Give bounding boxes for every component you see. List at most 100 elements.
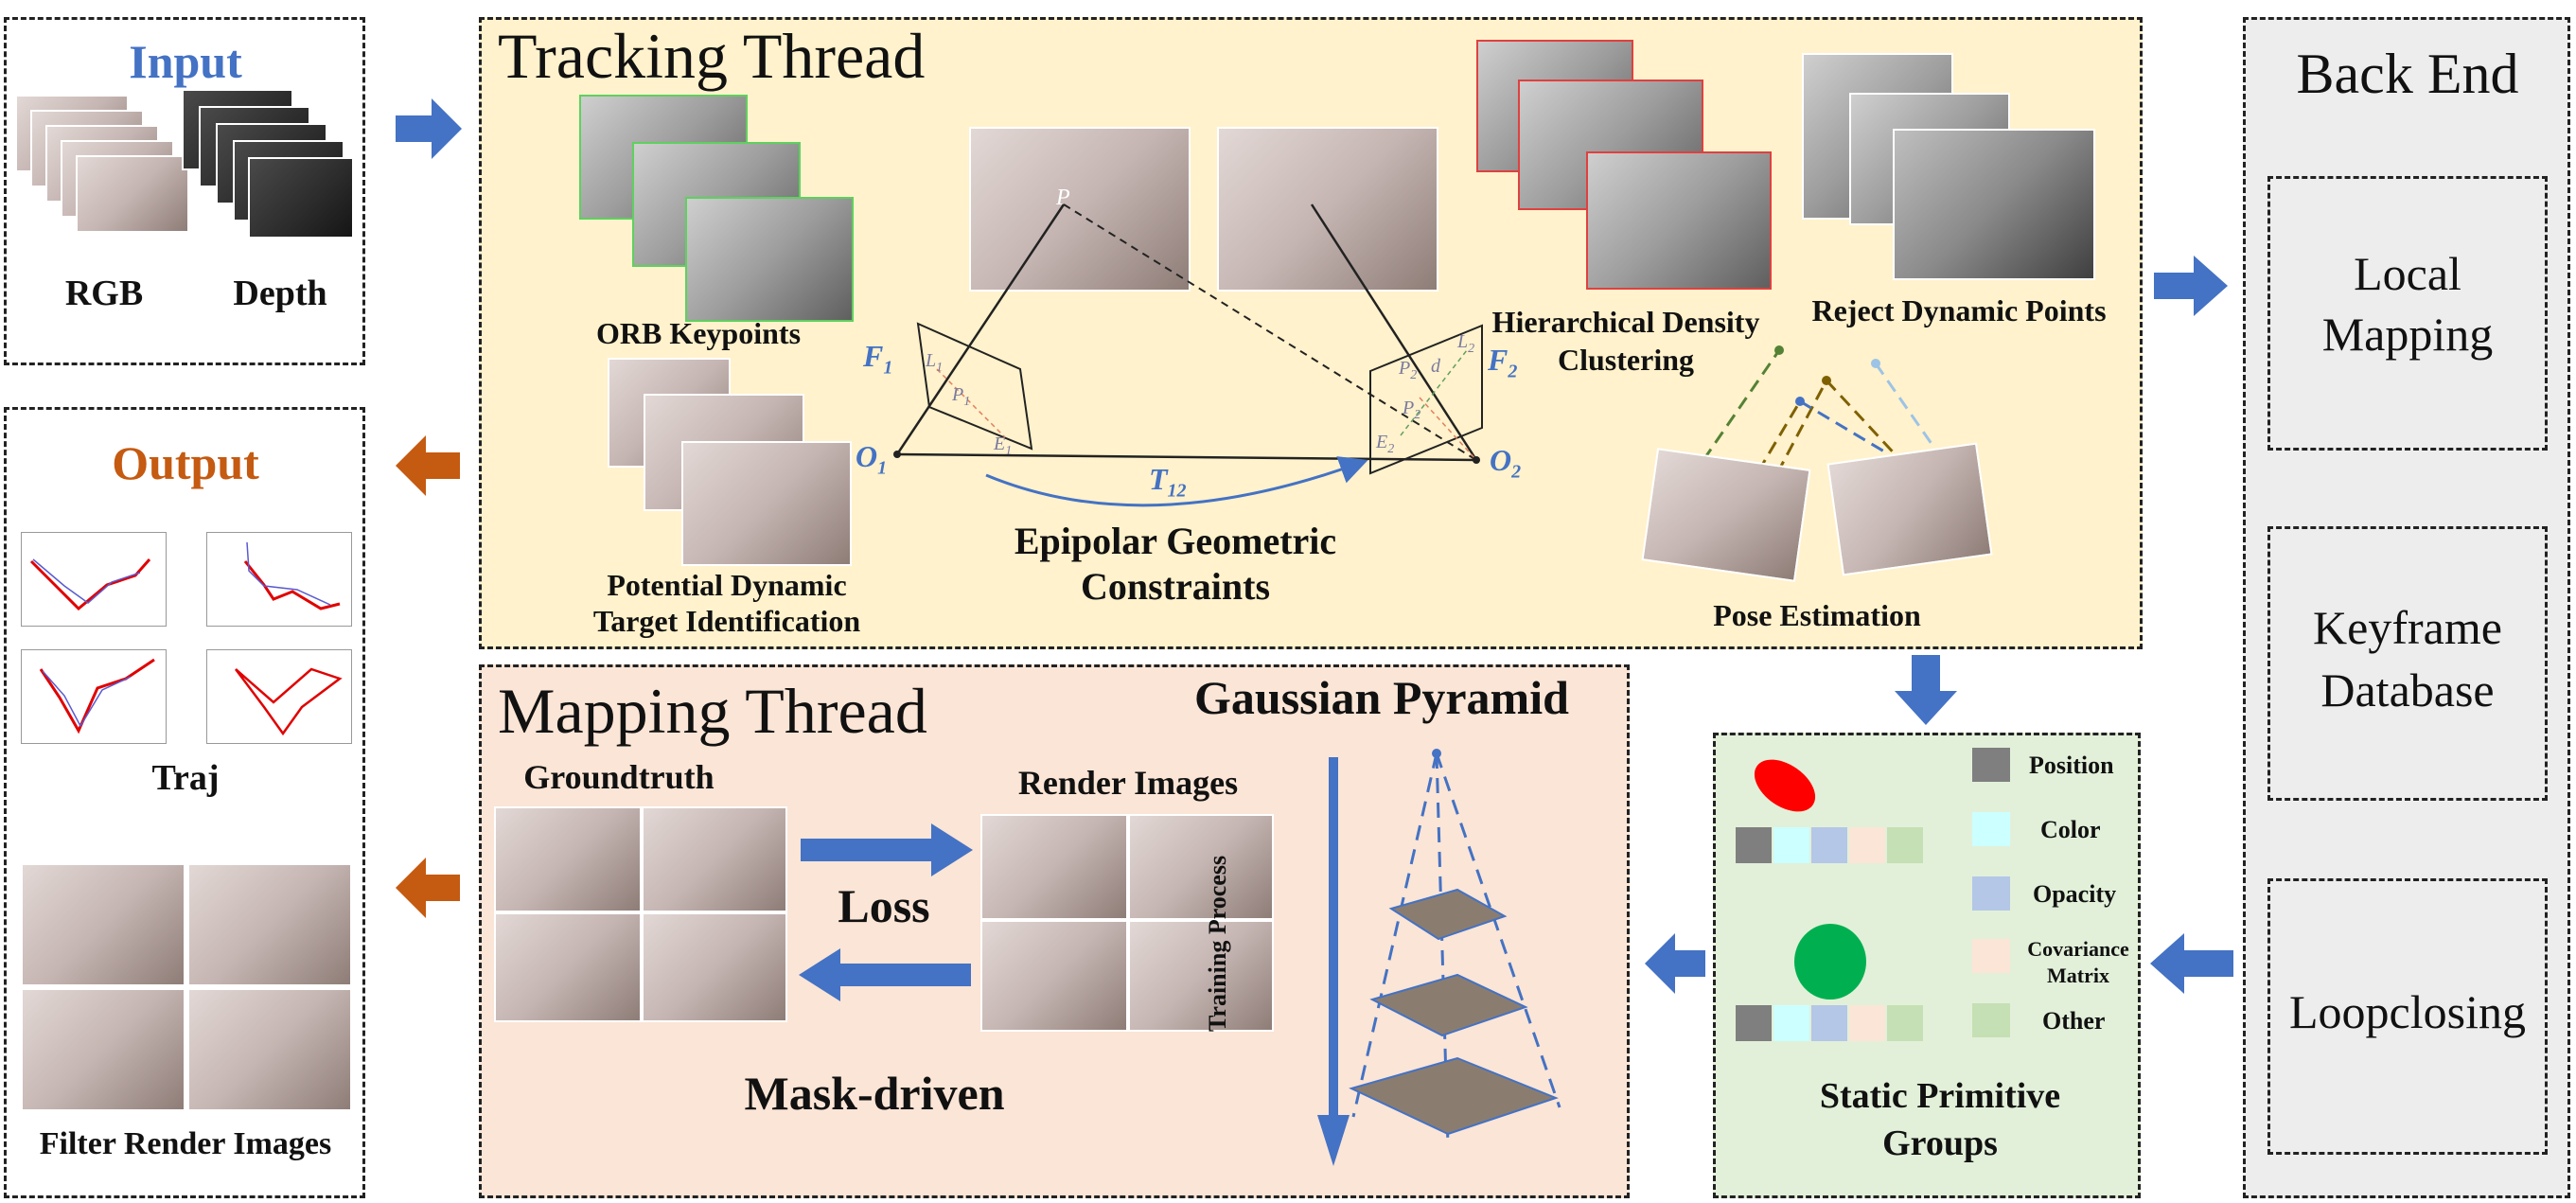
arrow-tracking-to-static bbox=[1895, 655, 1957, 725]
traj-label: Traj bbox=[151, 758, 220, 798]
arrow-input-to-tracking bbox=[396, 98, 462, 159]
groundtruth-image bbox=[642, 806, 787, 912]
attr-color-cell bbox=[1773, 827, 1809, 863]
label-p1: P1 bbox=[952, 384, 971, 409]
mapping-thread-title: Mapping Thread bbox=[498, 675, 927, 747]
trajectory-plot bbox=[21, 649, 167, 744]
depth-label: Depth bbox=[233, 274, 327, 313]
rgb-frame bbox=[76, 155, 189, 233]
label-F2: F2 bbox=[1488, 343, 1518, 382]
filtered-render-image bbox=[21, 863, 185, 986]
label-O2: O2 bbox=[1490, 443, 1522, 483]
input-panel bbox=[4, 17, 365, 365]
attr-other-cell bbox=[1887, 827, 1923, 863]
backend-panel bbox=[2243, 17, 2570, 1198]
render-image bbox=[1128, 814, 1274, 920]
static-groups-title-line1: Static Primitive bbox=[1819, 1076, 2061, 1116]
keyframe-database-box bbox=[2267, 526, 2548, 801]
local-mapping-label-line1: Local bbox=[2354, 247, 2461, 300]
filtered-render-image bbox=[187, 988, 352, 1111]
groundtruth-image bbox=[642, 912, 787, 1022]
label-F1: F1 bbox=[863, 339, 893, 379]
render-images-label: Render Images bbox=[1017, 764, 1239, 802]
label-L2: L2 bbox=[1457, 331, 1475, 356]
filtered-render-image bbox=[187, 863, 352, 986]
loss-label: Loss bbox=[838, 879, 930, 932]
legend-covariance-label: Covariance bbox=[2027, 937, 2129, 961]
orb-keypoint-frame bbox=[685, 197, 854, 322]
render-image bbox=[980, 920, 1128, 1032]
hdc-label-line1: Hierarchical Density bbox=[1491, 305, 1760, 339]
reject-dynamic-label: Reject Dynamic Points bbox=[1811, 293, 2107, 327]
label-L1: L1 bbox=[926, 350, 944, 375]
legend-matrix-label: Matrix bbox=[2047, 964, 2109, 987]
epipolar-frame-left bbox=[969, 127, 1191, 292]
trajectory-plot bbox=[206, 649, 352, 744]
groundtruth-image bbox=[494, 806, 642, 912]
pose-estimation-label: Pose Estimation bbox=[1713, 598, 1921, 632]
primitive-attribute-row-green bbox=[1736, 1005, 1923, 1041]
legend-position-label: Position bbox=[2029, 752, 2114, 779]
filter-render-label: Filter Render Images bbox=[39, 1126, 332, 1161]
output-panel bbox=[4, 407, 365, 1198]
local-mapping-label-line2: Mapping bbox=[2321, 308, 2494, 361]
keyframe-label-line1: Keyframe bbox=[2313, 601, 2502, 654]
label-O1: O1 bbox=[856, 439, 888, 479]
label-d: d bbox=[1431, 356, 1440, 377]
clustering-frame bbox=[1586, 151, 1772, 290]
groundtruth-image bbox=[494, 912, 642, 1022]
attr-position-cell bbox=[1736, 827, 1772, 863]
input-title: Input bbox=[129, 35, 242, 88]
attr-position-cell bbox=[1736, 1005, 1772, 1041]
loopclosing-label: Loopclosing bbox=[2289, 985, 2526, 1038]
primitive-attribute-row-red bbox=[1736, 827, 1923, 863]
attr-opacity-cell bbox=[1811, 1005, 1847, 1041]
label-E2: E2 bbox=[1376, 432, 1395, 456]
legend-covariance-swatch bbox=[1972, 939, 2010, 973]
loopclosing-box bbox=[2267, 878, 2548, 1155]
hdc-label-line2: Clustering bbox=[1558, 343, 1694, 377]
potential-dynamic-label-line2: Target Identification bbox=[592, 604, 861, 638]
orb-keypoints-label: ORB Keypoints bbox=[595, 316, 802, 350]
depth-frame bbox=[248, 157, 354, 239]
legend-position-swatch bbox=[1972, 748, 2010, 782]
potential-dynamic-label-line1: Potential Dynamic bbox=[607, 568, 847, 602]
attr-covariance-cell bbox=[1849, 827, 1885, 863]
gaussian-pyramid-title: Gaussian Pyramid bbox=[1194, 671, 1569, 724]
filtered-render-image bbox=[21, 988, 185, 1111]
attr-other-cell bbox=[1887, 1005, 1923, 1041]
arrow-tracking-to-output bbox=[396, 435, 460, 496]
render-image bbox=[1128, 920, 1274, 1032]
rgb-label: RGB bbox=[64, 274, 144, 313]
output-title: Output bbox=[112, 436, 259, 489]
trajectory-plot bbox=[21, 532, 167, 627]
legend-color-label: Color bbox=[2040, 816, 2101, 843]
trajectory-plot bbox=[206, 532, 352, 627]
attr-color-cell bbox=[1773, 1005, 1809, 1041]
arrow-backend-to-static bbox=[2150, 933, 2233, 994]
arrow-tracking-to-backend bbox=[2154, 256, 2228, 316]
attr-opacity-cell bbox=[1811, 827, 1847, 863]
epipolar-frame-right bbox=[1217, 127, 1438, 292]
static-groups-title-line2: Groups bbox=[1882, 1123, 1998, 1163]
label-p2-lower: P2 bbox=[1403, 398, 1421, 422]
legend-color-swatch bbox=[1972, 812, 2010, 846]
arrow-static-to-mapping bbox=[1645, 933, 1705, 994]
label-T12: T12 bbox=[1149, 462, 1187, 502]
legend-opacity-swatch bbox=[1972, 876, 2010, 911]
render-image bbox=[980, 814, 1128, 920]
attr-covariance-cell bbox=[1849, 1005, 1885, 1041]
label-E1: E1 bbox=[994, 433, 1013, 458]
tracking-thread-title: Tracking Thread bbox=[498, 20, 926, 92]
local-mapping-box bbox=[2267, 176, 2548, 451]
label-P: P bbox=[1056, 186, 1070, 210]
reject-frame bbox=[1893, 129, 2095, 280]
label-p2-upper: P2 bbox=[1399, 358, 1418, 382]
legend-opacity-label: Opacity bbox=[2033, 880, 2117, 908]
